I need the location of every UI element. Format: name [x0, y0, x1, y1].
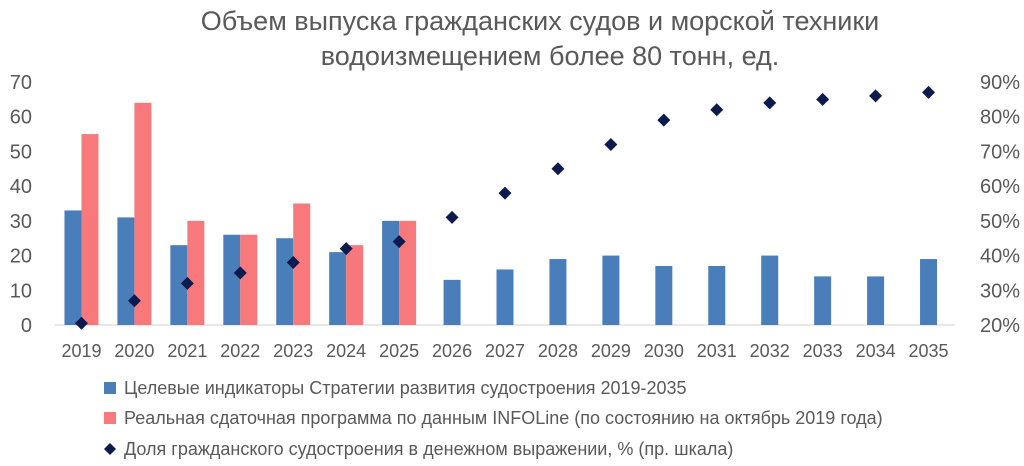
y-axis-left: 0 10 20 30 40 50 60 70: [10, 72, 32, 337]
share-marker: [657, 113, 671, 127]
x-tick-label: 2025: [379, 341, 419, 361]
y-left-tick-label: 30: [10, 211, 32, 233]
bar-targets: [602, 255, 620, 325]
y-right-tick-label: 50%: [980, 211, 1020, 233]
legend-label-real: Реальная сдаточная программа по данным I…: [124, 408, 883, 428]
x-tick-label: 2023: [273, 341, 313, 361]
y-left-tick-label: 0: [21, 315, 32, 337]
share-marker: [339, 242, 353, 256]
x-tick-label: 2021: [167, 341, 207, 361]
bar-targets: [761, 255, 779, 325]
x-tick-label: 2034: [856, 341, 896, 361]
y-left-tick-label: 50: [10, 141, 32, 163]
bar-real: [134, 102, 152, 325]
bar-real: [187, 220, 205, 325]
x-tick-label: 2020: [114, 341, 154, 361]
x-tick-label: 2024: [326, 341, 366, 361]
share-marker: [445, 210, 459, 224]
share-marker: [922, 85, 936, 99]
y-right-tick-label: 60%: [980, 176, 1020, 198]
share-marker: [551, 162, 565, 176]
y-right-tick-label: 80%: [980, 107, 1020, 129]
y-right-tick-label: 30%: [980, 280, 1020, 302]
x-tick-label: 2019: [61, 341, 101, 361]
bar-targets: [655, 265, 673, 325]
x-tick-label: 2035: [909, 341, 949, 361]
share-marker: [180, 276, 194, 290]
bar-targets: [549, 259, 567, 325]
y-left-tick-label: 70: [10, 72, 32, 94]
bar-real: [81, 134, 99, 325]
bar-real: [346, 245, 364, 325]
share-marker: [74, 316, 88, 330]
x-tick-label: 2032: [750, 341, 790, 361]
bar-targets: [329, 252, 347, 325]
x-tick-label: 2033: [803, 341, 843, 361]
bar-targets: [920, 259, 938, 325]
x-tick-label: 2029: [591, 341, 631, 361]
x-tick-label: 2031: [697, 341, 737, 361]
x-tick-label: 2027: [485, 341, 525, 361]
legend-label-targets: Целевые индикаторы Стратегии развития су…: [124, 378, 687, 398]
legend-swatch-targets: [104, 382, 116, 394]
x-tick-label: 2028: [538, 341, 578, 361]
share-marker: [763, 96, 777, 110]
y-right-tick-label: 40%: [980, 246, 1020, 268]
bar-real: [240, 234, 258, 325]
bar-real: [399, 220, 417, 325]
legend-marker-share: [104, 443, 116, 455]
share-marker: [816, 92, 830, 106]
legend: Целевые индикаторы Стратегии развития су…: [104, 378, 883, 459]
bar-targets: [708, 265, 726, 325]
share-marker: [392, 235, 406, 249]
y-right-tick-label: 90%: [980, 72, 1020, 94]
chart-title-line-2: водоизмещением более 80 тонн, ед.: [321, 41, 780, 71]
bar-real: [293, 203, 311, 325]
x-tick-label: 2030: [644, 341, 684, 361]
chart-title-line-1: Объем выпуска гражданских судов и морско…: [201, 6, 880, 36]
y-right-tick-label: 20%: [980, 315, 1020, 337]
y-left-tick-label: 10: [10, 280, 32, 302]
share-marker: [286, 256, 300, 270]
bar-series: [64, 102, 938, 325]
legend-swatch-real: [104, 412, 116, 424]
y-left-tick-label: 40: [10, 176, 32, 198]
bar-targets: [867, 276, 885, 325]
bar-targets: [64, 210, 82, 325]
bar-targets: [117, 217, 135, 325]
share-marker: [127, 294, 141, 308]
bar-targets: [443, 279, 461, 325]
y-axis-right: 20% 30% 40% 50% 60% 70% 80% 90%: [980, 72, 1020, 337]
x-tick-label: 2022: [220, 341, 260, 361]
y-left-tick-label: 60: [10, 107, 32, 129]
bar-targets: [814, 276, 832, 325]
x-axis: 2019 2020 2021 2022 2023 2024 2025 2026 2027 2028…: [61, 341, 948, 361]
legend-label-share: Доля гражданского судостроения в денежно…: [124, 439, 733, 459]
share-marker: [604, 137, 618, 151]
share-marker: [710, 103, 724, 117]
share-marker: [498, 186, 512, 200]
share-marker: [869, 89, 883, 103]
share-marker: [233, 266, 247, 280]
share-series: [74, 85, 936, 330]
bar-targets: [382, 220, 400, 325]
bar-targets: [170, 245, 188, 325]
y-right-tick-label: 70%: [980, 141, 1020, 163]
bar-targets: [276, 238, 294, 325]
y-left-tick-label: 20: [10, 246, 32, 268]
bar-targets: [496, 269, 514, 325]
x-tick-label: 2026: [432, 341, 472, 361]
bar-targets: [223, 234, 241, 325]
